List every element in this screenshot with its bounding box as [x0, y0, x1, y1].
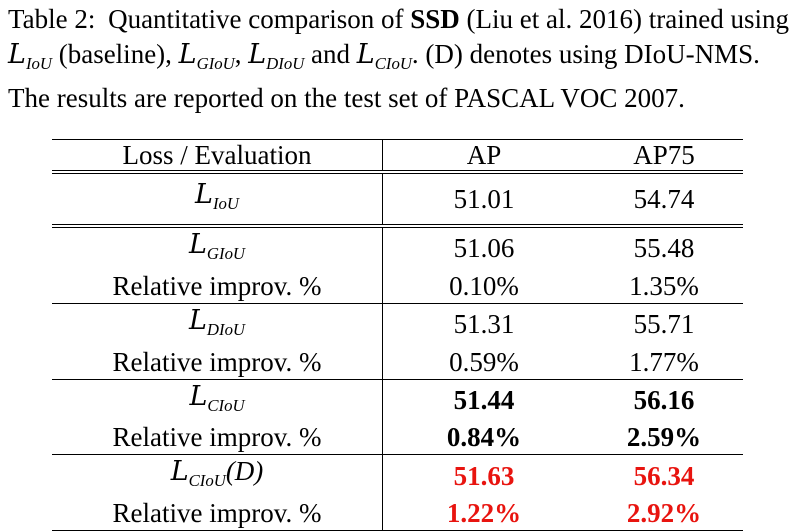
row-label-cell: Relative improv. % [52, 497, 383, 531]
ap-cell: 51.31 [382, 302, 585, 346]
table-row: Relative improv. % 0.59% 1.77% [52, 345, 743, 380]
row-label-cell: Relative improv. % [52, 269, 383, 304]
results-table: Loss / Evaluation AP AP75 LIoU 51.01 54.74 LGI… [52, 139, 743, 531]
caption-loss-giou: LGIoU [178, 39, 235, 73]
caption-loss-ciou: LCIoU [356, 39, 412, 73]
ap-cell: 0.84% [446, 422, 522, 453]
ap75-cell: 55.48 [585, 223, 743, 270]
row-label-cell: LCIoU [52, 378, 383, 422]
header-cell: AP [382, 139, 585, 172]
row-label-cell: LGIoU [52, 223, 383, 270]
row-label-cell: Relative improv. % [52, 345, 383, 380]
loss-label: LCIoU [189, 380, 245, 415]
table-header-row: Loss / Evaluation AP AP75 [52, 139, 743, 172]
loss-label: LDIoU [188, 304, 246, 339]
ap-cell: 51.06 [382, 223, 585, 270]
caption-loss-iou: LIoU [8, 39, 52, 73]
ap75-cell: 2.59% [626, 422, 702, 453]
table-row: LCIoU(D) 51.63 56.34 [52, 454, 743, 498]
ap75-cell: 2.92% [585, 497, 743, 531]
header-cell: Loss / Evaluation [52, 139, 383, 172]
ap-cell: 51.63 [382, 454, 585, 498]
table-row: LCIoU 51.44 56.16 [52, 378, 743, 422]
table-row: Relative improv. % 0.84% 2.59% [52, 421, 743, 455]
row-label: Relative improv. % [112, 270, 322, 301]
row-label-cell: LCIoU(D) [52, 454, 383, 498]
caption-model: SSD [410, 4, 460, 34]
ap75-cell: 1.35% [629, 270, 699, 301]
header-cell: AP75 [585, 139, 743, 172]
table-row: LGIoU 51.06 55.48 [52, 223, 743, 270]
ap75-cell: 54.74 [585, 170, 743, 226]
caption-loss-diou: LDIoU [248, 39, 305, 73]
table-caption: Table 2: Quantitative comparison of SSD … [8, 4, 789, 113]
ap75-cell: 55.71 [585, 302, 743, 346]
table-row: LDIoU 51.31 55.71 [52, 302, 743, 346]
caption-text-after: . (D) denotes using DIoU-NMS. The result… [8, 39, 760, 113]
ap75-cell: 1.77% [629, 346, 699, 377]
row-label-cell: LIoU [52, 170, 383, 226]
row-label: Relative improv. % [112, 346, 322, 377]
caption-text-before: Quantitative comparison of [108, 4, 404, 34]
table-row: LIoU 51.01 54.74 [52, 170, 743, 226]
loss-label: LGIoU [188, 228, 246, 263]
caption-baseline: (baseline), [58, 39, 172, 69]
ap75-cell: 56.34 [585, 454, 743, 498]
table-row: Relative improv. % 1.22% 2.92% [52, 497, 743, 531]
caption-label: Table 2: [8, 4, 96, 34]
ap-cell: 51.44 [382, 378, 585, 422]
row-label-cell: LDIoU [52, 302, 383, 346]
loss-label: LIoU [195, 179, 239, 213]
caption-and: and [311, 39, 351, 69]
ap-cell: 1.22% [382, 497, 585, 531]
loss-suffix: (D) [225, 456, 264, 487]
table-row: Relative improv. % 0.10% 1.35% [52, 269, 743, 304]
row-label: Relative improv. % [112, 498, 322, 529]
ap-cell: 51.01 [382, 170, 585, 226]
caption-text-middle: (Liu et al. 2016) trained using [466, 4, 789, 34]
ap75-cell: 56.16 [585, 378, 743, 422]
ap-cell: 0.59% [449, 346, 519, 377]
loss-label: LCIoU [170, 456, 226, 491]
ap-cell: 0.10% [449, 270, 519, 301]
row-label-cell: Relative improv. % [52, 421, 383, 455]
row-label: Relative improv. % [112, 422, 322, 453]
